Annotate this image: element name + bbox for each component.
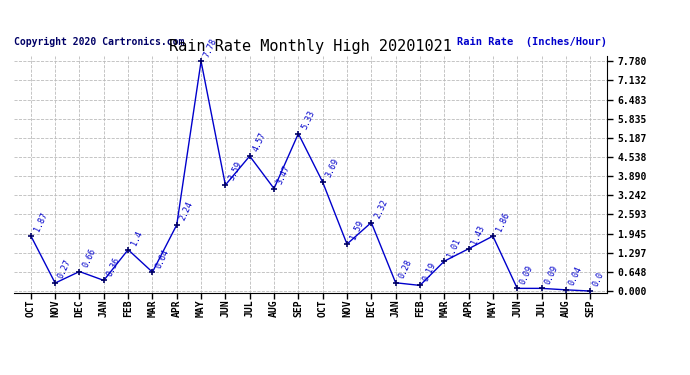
Text: 0.66: 0.66 bbox=[81, 247, 97, 269]
Text: 2.24: 2.24 bbox=[178, 200, 195, 222]
Text: 3.59: 3.59 bbox=[227, 160, 244, 182]
Text: 3.47: 3.47 bbox=[275, 164, 292, 186]
Text: 7.78: 7.78 bbox=[202, 37, 219, 58]
Text: Rain Rate  (Inches/Hour): Rain Rate (Inches/Hour) bbox=[457, 37, 607, 47]
Text: 0.36: 0.36 bbox=[105, 256, 121, 278]
Text: 1.59: 1.59 bbox=[348, 219, 365, 241]
Text: 0.64: 0.64 bbox=[154, 248, 170, 269]
Text: 0.28: 0.28 bbox=[397, 258, 413, 280]
Text: 1.43: 1.43 bbox=[470, 224, 486, 246]
Text: 1.4: 1.4 bbox=[130, 230, 144, 247]
Text: 0.19: 0.19 bbox=[422, 261, 438, 283]
Text: 0.09: 0.09 bbox=[519, 264, 535, 286]
Text: 3.69: 3.69 bbox=[324, 158, 341, 179]
Text: 2.32: 2.32 bbox=[373, 198, 389, 220]
Text: 4.57: 4.57 bbox=[251, 131, 268, 153]
Text: 0.0: 0.0 bbox=[591, 271, 606, 288]
Text: 5.33: 5.33 bbox=[299, 109, 316, 131]
Text: 1.01: 1.01 bbox=[446, 237, 462, 258]
Text: 0.09: 0.09 bbox=[543, 264, 560, 286]
Text: 0.27: 0.27 bbox=[57, 258, 73, 280]
Text: 1.86: 1.86 bbox=[494, 211, 511, 233]
Text: Copyright 2020 Cartronics.com: Copyright 2020 Cartronics.com bbox=[14, 37, 184, 47]
Text: 1.87: 1.87 bbox=[32, 211, 49, 233]
Title: Rain Rate Monthly High 20201021: Rain Rate Monthly High 20201021 bbox=[169, 39, 452, 54]
Text: 0.04: 0.04 bbox=[567, 265, 584, 287]
